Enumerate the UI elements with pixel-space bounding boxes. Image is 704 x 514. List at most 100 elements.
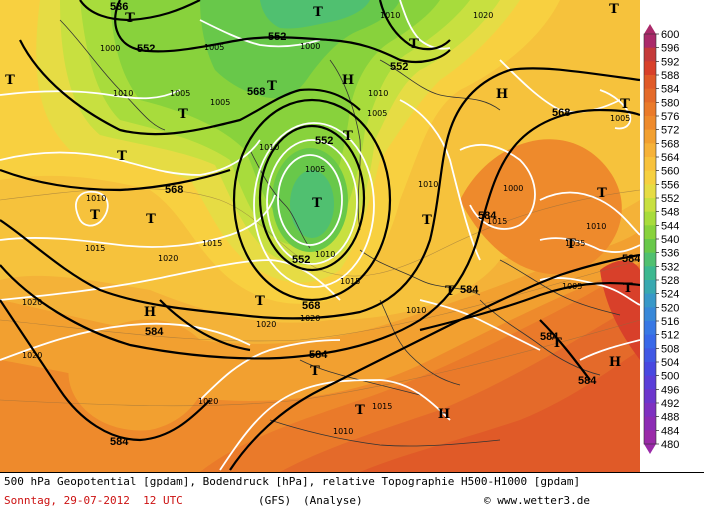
high-center: H	[609, 355, 621, 370]
low-center: T	[312, 196, 322, 211]
legend-swatch	[644, 75, 656, 90]
geopotential-label: 584	[110, 436, 129, 448]
high-center: H	[438, 407, 450, 422]
low-center: T	[313, 5, 323, 20]
low-center: T	[178, 107, 188, 122]
low-center: T	[597, 186, 607, 201]
geopotential-labels: 536 552 552 552 568 552 568 568 552 568 …	[110, 1, 640, 448]
pressure-label: 1010	[406, 306, 426, 315]
legend-label: 596	[661, 43, 679, 55]
geopotential-label: 568	[165, 184, 183, 196]
legend-swatch	[644, 34, 656, 49]
legend-label: 580	[661, 97, 679, 109]
legend-swatch	[644, 143, 656, 158]
legend-label: 556	[661, 179, 679, 191]
low-center: T	[5, 73, 15, 88]
legend-label: 516	[661, 316, 679, 328]
pressure-labels: 1010 1020 1000 1005 1000 1010 1005 1005 …	[22, 11, 630, 436]
legend-label: 552	[661, 193, 679, 205]
geopotential-label: 552	[315, 135, 333, 147]
low-center: T	[445, 284, 455, 299]
map-caption: 500 hPa Geopotential [gpdam], Bodendruck…	[0, 472, 704, 514]
pressure-label: 1020	[198, 397, 218, 406]
legend-label: 496	[661, 384, 679, 396]
run-type: (Analyse)	[303, 494, 363, 507]
field-description: 500 hPa Geopotential [gpdam], Bodendruck…	[4, 475, 581, 488]
pressure-label: 1010	[113, 89, 133, 98]
legend-label: 520	[661, 302, 679, 314]
low-center: T	[552, 336, 562, 351]
pressure-label: 1010	[380, 11, 400, 20]
pressure-label: 1010	[315, 250, 335, 259]
legend-swatch	[644, 198, 656, 213]
legend-swatch	[644, 239, 656, 254]
geopotential-label: 568	[247, 86, 265, 98]
valid-date: Sonntag, 29-07-2012 12 UTC	[4, 494, 183, 507]
low-center: T	[623, 281, 633, 296]
low-center: T	[422, 213, 432, 228]
legend-label: 584	[661, 84, 679, 96]
legend-label: 528	[661, 275, 679, 287]
legend-swatch	[644, 225, 656, 240]
legend-swatch	[644, 375, 656, 390]
geopotential-label: 536	[110, 1, 128, 13]
geopotential-contours	[0, 0, 640, 471]
legend-swatch	[644, 184, 656, 199]
legend-swatch	[644, 307, 656, 322]
geopotential-label: 584	[578, 375, 597, 387]
legend-label: 532	[661, 261, 679, 273]
low-center: T	[125, 11, 135, 26]
pressure-label: 1020	[158, 254, 178, 263]
pressure-label: 1005	[170, 89, 190, 98]
legend-label: 600	[661, 29, 679, 41]
high-center: H	[496, 87, 508, 102]
legend-label: 572	[661, 125, 679, 137]
pressure-label: 1010	[86, 194, 106, 203]
legend-swatch	[644, 211, 656, 226]
pressure-label: 1005	[305, 165, 325, 174]
pressure-label: 1010	[333, 427, 353, 436]
legend-swatch	[644, 389, 656, 404]
low-center: T	[566, 237, 576, 252]
legend-label: 560	[661, 166, 679, 178]
legend-label: 544	[661, 220, 679, 232]
pressure-label: 1020	[300, 314, 320, 323]
geopotential-label: 552	[137, 43, 155, 55]
legend-label: 484	[661, 425, 679, 437]
pressure-label: 1005	[367, 109, 387, 118]
geopotential-label: 584	[540, 331, 559, 343]
pressure-label: 1015	[340, 277, 360, 286]
model-name: (GFS)	[258, 494, 292, 507]
geopotential-label: 584	[309, 349, 328, 361]
pressure-label: 1010	[368, 89, 388, 98]
legend-label: 500	[661, 371, 679, 383]
pressure-centers: T T T T T T T T T T T T T T T T T T T T …	[5, 2, 633, 422]
geopotential-label: 568	[552, 107, 570, 119]
low-center: T	[409, 37, 419, 52]
legend-swatch	[644, 252, 656, 267]
pressure-label: 1020	[473, 11, 493, 20]
legend-swatch	[644, 116, 656, 131]
pressure-label: 1015	[487, 217, 507, 226]
legend-label: 564	[661, 152, 679, 164]
pressure-label: 1020	[22, 351, 42, 360]
legend-arrow-down-icon	[644, 444, 656, 454]
geopotential-label: 584	[622, 253, 640, 265]
legend-swatch	[644, 430, 656, 445]
pressure-label: 1015	[372, 402, 392, 411]
legend-label: 524	[661, 289, 679, 301]
low-center: T	[117, 149, 127, 164]
pressure-label: 1000	[100, 44, 120, 53]
pressure-label: 1035	[565, 239, 585, 248]
high-center: H	[144, 305, 156, 320]
legend-label: 548	[661, 207, 679, 219]
pressure-label: 1000	[503, 184, 523, 193]
legend-swatch	[644, 88, 656, 103]
legend-swatch	[644, 280, 656, 295]
pressure-label: 1015	[85, 244, 105, 253]
weather-map: 536 552 552 552 568 552 568 568 552 568 …	[0, 0, 640, 472]
low-center: T	[355, 403, 365, 418]
legend-label: 508	[661, 343, 679, 355]
